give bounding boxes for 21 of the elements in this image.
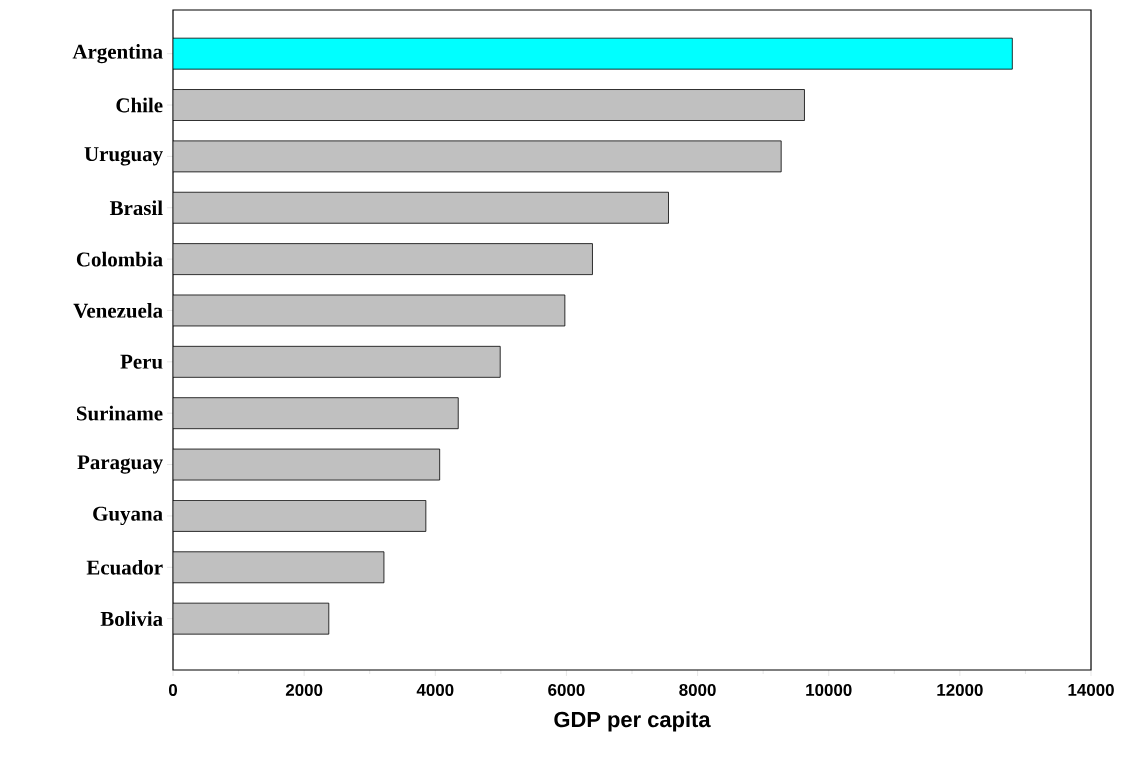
- y-tick-label: Bolivia: [100, 611, 163, 627]
- x-axis-title: GDP per capita: [554, 711, 711, 732]
- y-tick-label: Chile: [116, 97, 163, 113]
- x-tick-label: 0: [168, 683, 178, 696]
- y-tick-label: Brasil: [109, 200, 163, 216]
- x-tick-label: 8000: [679, 683, 716, 696]
- y-tick-label: Guyana: [93, 506, 163, 526]
- x-tick-label: 12000: [937, 683, 983, 696]
- y-tick-label: Ecuador: [86, 559, 163, 575]
- y-tick-label: Venezuela: [73, 303, 163, 318]
- x-tick-label: 14000: [1068, 683, 1114, 696]
- x-tick-label: 10000: [806, 683, 852, 696]
- y-tick-label: Colombia: [76, 251, 163, 267]
- y-tick-label: Argentina: [72, 44, 163, 64]
- x-tick-label: 6000: [548, 683, 585, 696]
- x-tick-label: 4000: [416, 683, 454, 696]
- x-tick-label: 2000: [285, 683, 323, 696]
- y-tick-label: Peru: [120, 354, 163, 369]
- y-tick-label: Uruguay: [84, 147, 163, 166]
- y-tick-label: Paraguay: [77, 455, 163, 474]
- y-tick-label: Suriname: [77, 405, 163, 421]
